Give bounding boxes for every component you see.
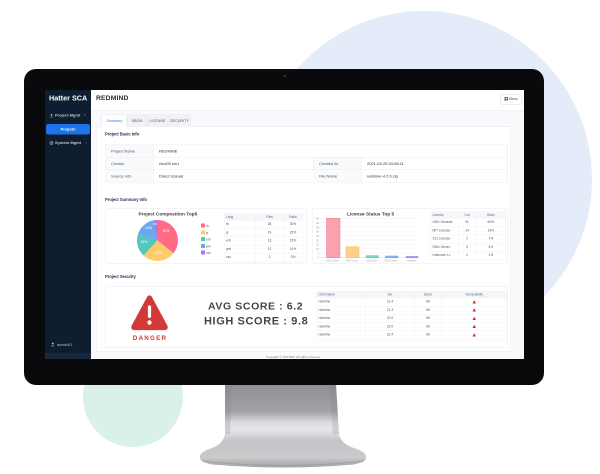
svg-text:30%: 30%: [162, 229, 169, 233]
svg-text:5: 5: [317, 251, 319, 255]
svg-text:45: 45: [316, 217, 320, 221]
svg-text:22%: 22%: [155, 251, 162, 255]
svg-text:30: 30: [316, 230, 320, 234]
svg-text:10: 10: [316, 247, 320, 251]
svg-text:GNU Gener..: GNU Gener..: [384, 260, 399, 263]
svg-text:0: 0: [317, 256, 319, 260]
svg-text:14%: 14%: [145, 226, 152, 230]
svg-text:3%: 3%: [153, 222, 158, 226]
svg-text:15: 15: [316, 243, 320, 247]
svg-text:MIT Licen..: MIT Licen..: [346, 260, 359, 263]
svg-text:20: 20: [316, 238, 320, 242]
svg-text:40: 40: [316, 221, 320, 225]
svg-text:15%: 15%: [140, 240, 147, 244]
svg-text:X11 Licen..: X11 Licen..: [366, 260, 379, 263]
svg-text:GNU Gener..: GNU Gener..: [326, 260, 341, 263]
svg-text:25: 25: [316, 234, 320, 238]
svg-text:Creative..: Creative..: [407, 260, 418, 263]
svg-text:35: 35: [316, 225, 320, 229]
